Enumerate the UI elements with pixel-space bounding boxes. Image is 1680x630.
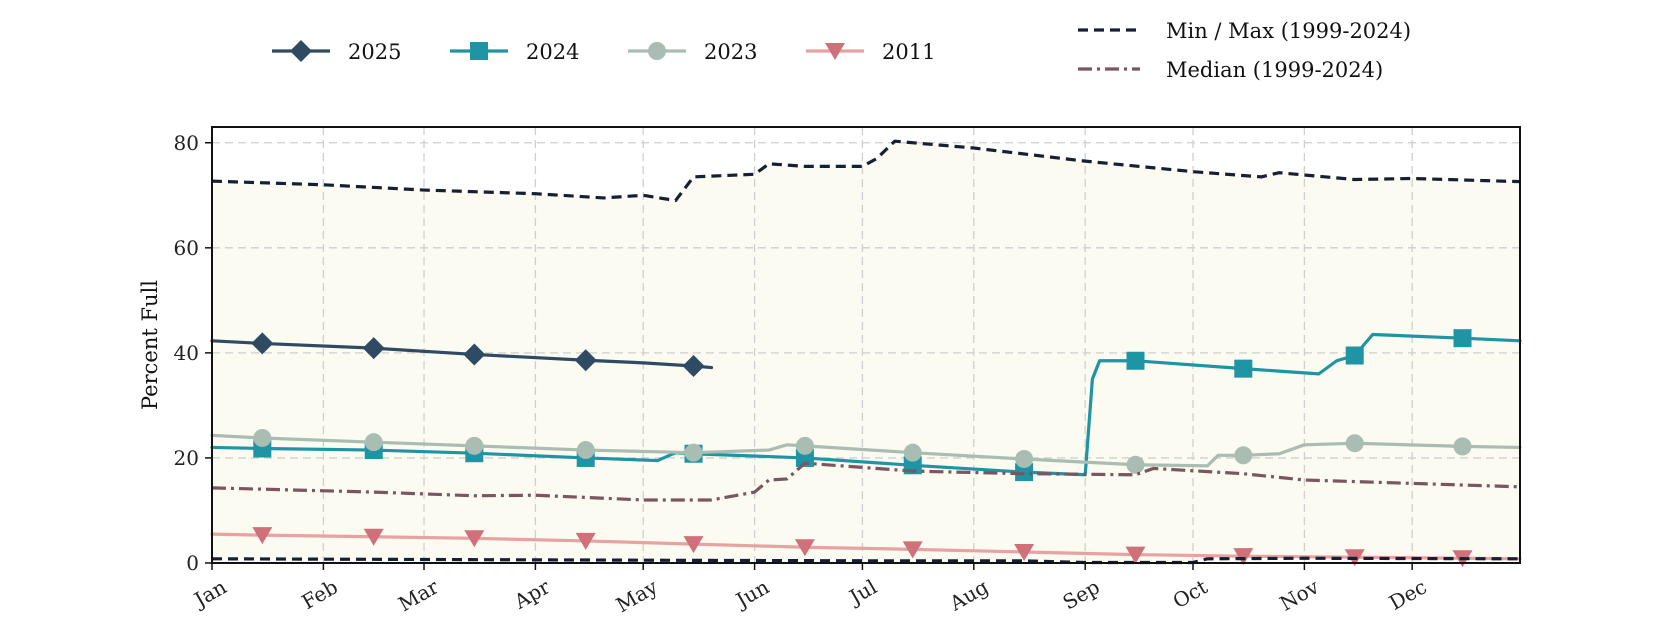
x-tick-label: Dec	[1385, 575, 1431, 615]
data-point	[1234, 446, 1253, 465]
x-tick-label: Jan	[188, 574, 230, 612]
y-axis-title: Percent Full	[138, 280, 162, 410]
data-point	[464, 530, 485, 548]
data-point	[683, 536, 704, 554]
legend: 2025 2024 2023 2011 Min / Max (1999-2024) Med…	[272, 19, 1411, 82]
legend-item-2011: 2011	[806, 40, 935, 64]
x-tick-label: May	[612, 574, 662, 617]
x-tick-label: Nov	[1276, 574, 1324, 616]
data-point	[252, 527, 273, 545]
data-point	[1453, 437, 1472, 456]
data-point	[795, 436, 814, 455]
data-point	[903, 443, 922, 462]
series-line	[211, 139, 1521, 203]
data-point	[1453, 329, 1472, 348]
legend-label: Median (1999-2024)	[1166, 58, 1383, 82]
legend-label: 2011	[882, 40, 935, 64]
data-point	[1015, 449, 1034, 468]
legend-label: Min / Max (1999-2024)	[1166, 19, 1411, 43]
data-point	[362, 337, 385, 360]
series-line	[210, 433, 1522, 468]
legend-marker	[825, 43, 845, 60]
legend-item-2023: 2023	[628, 40, 757, 64]
y-tick-label: 0	[186, 551, 199, 575]
series-median-1999-2024-	[211, 461, 1521, 502]
x-tick-label: Apr	[509, 574, 554, 614]
x-tick-label: Jul	[844, 575, 881, 610]
series-min-max-1999-2024-	[211, 139, 1521, 203]
y-tick-label: 40	[174, 341, 199, 365]
data-point	[682, 355, 705, 378]
x-tick-label: Jun	[730, 574, 773, 613]
y-tick-label: 60	[174, 236, 199, 260]
legend-label: 2025	[348, 40, 401, 64]
series-2023	[210, 428, 1522, 474]
y-axis: 0 20 40 60 80 Percent Full	[138, 131, 212, 575]
legend-marker	[290, 40, 312, 62]
legend-label: 2023	[704, 40, 757, 64]
data-point	[1126, 455, 1145, 474]
data-point	[363, 528, 384, 546]
x-axis: Jan Feb Mar Apr May Jun Jul Aug Sep Oct Nov Dec	[188, 563, 1431, 617]
series-2025	[210, 332, 714, 378]
data-point	[1014, 543, 1035, 561]
x-tick-label: Sep	[1058, 575, 1103, 615]
legend-item-min-max: Min / Max (1999-2024)	[1078, 19, 1411, 43]
legend-item-median: Median (1999-2024)	[1078, 58, 1383, 82]
data-point	[253, 428, 272, 447]
series-line	[211, 461, 1521, 502]
data-point	[574, 349, 597, 372]
legend-marker	[470, 42, 488, 60]
data-point	[1345, 346, 1364, 365]
y-tick-label: 80	[174, 131, 199, 155]
x-tick-label: Feb	[297, 575, 341, 614]
x-tick-label: Aug	[945, 574, 993, 615]
y-tick-label: 20	[174, 446, 199, 470]
legend-label: 2024	[526, 40, 579, 64]
plot-frame	[211, 126, 1521, 564]
legend-marker	[648, 42, 666, 60]
data-point	[1126, 351, 1145, 370]
data-point	[1234, 359, 1253, 378]
legend-item-2024: 2024	[450, 40, 579, 64]
data-point	[463, 343, 486, 366]
data-point	[576, 441, 595, 460]
data-point	[794, 539, 815, 557]
data-point	[465, 436, 484, 455]
legend-item-2025: 2025	[272, 40, 401, 64]
x-tick-label: Oct	[1169, 575, 1212, 614]
data-point	[251, 332, 274, 355]
data-point	[364, 433, 383, 452]
data-point	[902, 541, 923, 559]
data-point	[1125, 546, 1146, 564]
data-point	[684, 443, 703, 462]
data-point	[1233, 548, 1254, 566]
data-point	[1345, 434, 1364, 453]
x-tick-label: Mar	[394, 574, 443, 616]
data-point	[575, 532, 596, 550]
